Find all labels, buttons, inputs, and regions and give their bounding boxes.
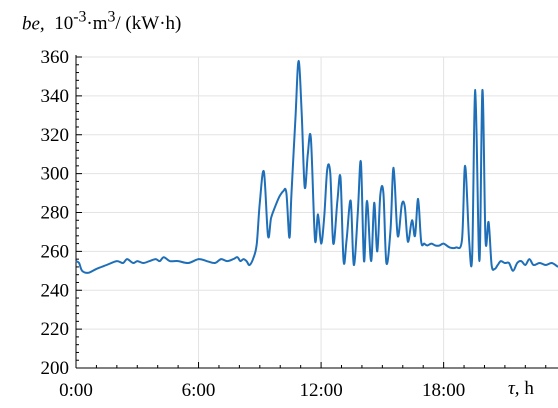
x-tick-label: 18:00: [422, 380, 465, 401]
y-tick-label: 220: [41, 319, 70, 340]
y-tick-label: 260: [41, 241, 70, 262]
x-tick-label: 6:00: [182, 380, 216, 401]
x-tick-label: 12:00: [299, 380, 342, 401]
y-axis-unit: 10-3·m3/ (kW·h): [54, 9, 182, 35]
x-axis-unit: h: [524, 378, 534, 399]
y-tick-label: 300: [41, 164, 70, 185]
series-line: [75, 59, 558, 274]
x-axis-variable: τ,: [508, 378, 520, 399]
x-axis-title: τ, h: [508, 378, 534, 400]
y-tick-label: 200: [41, 358, 70, 379]
x-tick-label: 0:00: [59, 380, 93, 401]
y-tick-label: 340: [41, 86, 70, 107]
y-tick-label: 280: [41, 203, 70, 224]
y-tick-label: 240: [41, 280, 70, 301]
y-tick-label: 360: [41, 47, 70, 68]
y-axis-variable: be,: [22, 13, 45, 35]
y-tick-label: 320: [41, 125, 70, 146]
y-axis-title: be, 10-3·m3/ (kW·h): [22, 9, 181, 35]
